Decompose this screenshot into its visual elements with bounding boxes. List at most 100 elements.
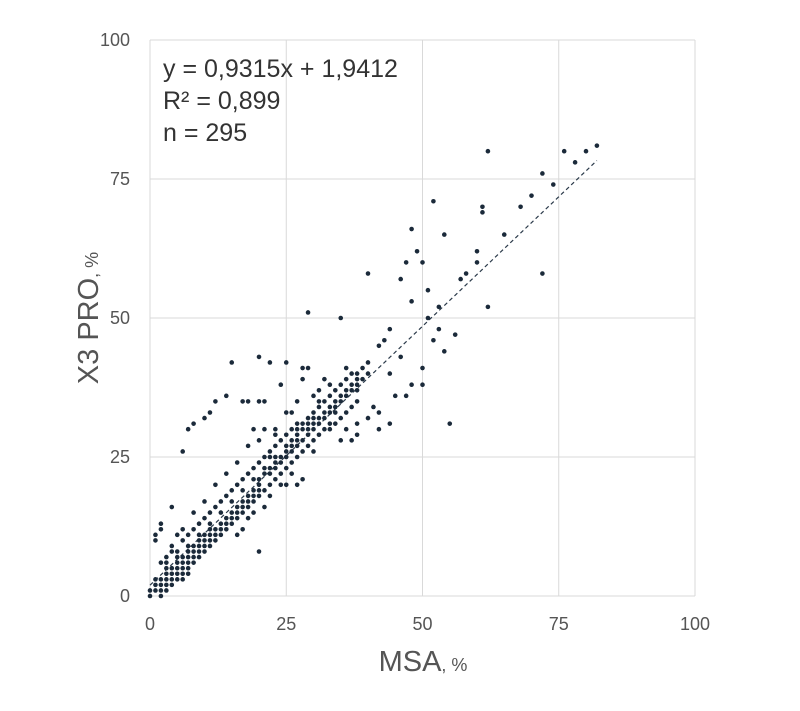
data-point <box>349 387 354 393</box>
data-point <box>387 371 393 376</box>
data-point <box>262 426 267 432</box>
data-point <box>174 565 180 571</box>
y-tick-label: 50 <box>110 308 130 328</box>
data-point <box>180 571 185 577</box>
data-point <box>382 337 387 343</box>
data-point <box>463 271 469 276</box>
data-point <box>224 526 229 532</box>
x-axis-title: MSA, % <box>379 646 468 678</box>
data-point <box>278 454 284 460</box>
data-point <box>540 271 545 276</box>
data-point <box>305 310 311 315</box>
data-point <box>229 360 235 365</box>
data-point <box>474 260 480 265</box>
data-point <box>420 365 425 371</box>
data-point <box>283 432 289 438</box>
data-point <box>300 449 305 454</box>
data-point <box>343 426 349 432</box>
data-point <box>311 410 316 415</box>
data-point <box>224 493 229 499</box>
data-point <box>485 148 491 154</box>
data-point <box>311 421 316 426</box>
data-point <box>207 410 213 415</box>
data-point <box>213 532 218 538</box>
data-point <box>251 426 256 432</box>
data-point <box>267 471 273 476</box>
data-point <box>267 465 273 471</box>
y-axis-ticks: 0 25 50 75 100 <box>100 30 130 606</box>
data-point <box>376 343 382 349</box>
data-point <box>442 349 447 354</box>
data-point <box>409 382 414 388</box>
data-point <box>158 593 164 599</box>
data-point <box>185 426 191 432</box>
data-point <box>207 538 213 543</box>
r-squared-label: R² = 0,899 <box>163 87 280 115</box>
data-point <box>425 287 431 293</box>
data-point <box>240 488 245 493</box>
data-point <box>327 426 333 432</box>
data-point <box>191 526 196 532</box>
data-point <box>300 426 305 432</box>
data-point <box>349 382 354 388</box>
data-point <box>213 482 218 488</box>
data-point <box>273 426 278 432</box>
data-point <box>316 387 322 393</box>
data-point <box>294 482 300 488</box>
data-point <box>169 577 175 582</box>
data-point <box>229 499 235 504</box>
data-point <box>327 382 333 388</box>
data-point <box>371 404 376 410</box>
data-point <box>294 421 300 426</box>
data-point <box>185 565 191 571</box>
data-point <box>403 393 409 399</box>
data-point <box>207 532 213 538</box>
data-point <box>245 504 251 510</box>
data-point <box>267 482 273 488</box>
data-point <box>164 565 169 571</box>
data-point <box>153 588 158 593</box>
data-points <box>147 143 600 599</box>
data-point <box>409 299 414 304</box>
data-point <box>343 410 349 415</box>
data-point <box>164 588 169 593</box>
data-point <box>267 454 273 460</box>
data-point <box>365 371 371 376</box>
data-point <box>300 438 305 443</box>
data-point <box>333 404 338 410</box>
data-point <box>414 248 420 254</box>
data-point <box>360 365 365 371</box>
data-point <box>289 449 295 454</box>
y-tick-label: 100 <box>100 30 130 50</box>
data-point <box>213 504 218 510</box>
data-point <box>153 538 158 543</box>
data-point <box>256 438 262 443</box>
data-point <box>251 493 256 499</box>
data-point <box>338 315 344 321</box>
data-point <box>376 426 382 432</box>
data-point <box>283 465 289 471</box>
data-point <box>147 588 153 593</box>
data-point <box>343 365 349 371</box>
x-axis-ticks: 0 25 50 75 100 <box>145 614 710 634</box>
data-point <box>305 426 311 432</box>
data-point <box>294 426 300 432</box>
x-tick-label: 25 <box>276 614 296 634</box>
data-point <box>180 560 185 565</box>
data-point <box>278 471 284 476</box>
data-point <box>240 526 245 532</box>
data-point <box>191 560 196 565</box>
data-point <box>425 315 431 321</box>
data-point <box>403 260 409 265</box>
data-point <box>518 204 523 210</box>
data-point <box>164 577 169 582</box>
data-point <box>452 332 458 337</box>
data-point <box>245 443 251 449</box>
data-point <box>327 421 333 426</box>
data-point <box>561 148 567 154</box>
data-point <box>354 421 360 426</box>
data-point <box>431 198 436 204</box>
data-point <box>398 354 404 360</box>
data-point <box>180 554 185 560</box>
